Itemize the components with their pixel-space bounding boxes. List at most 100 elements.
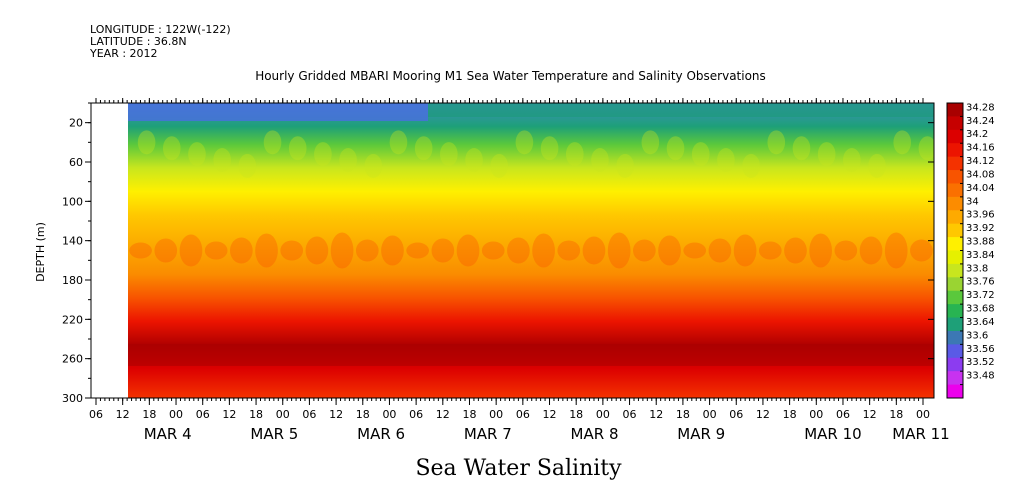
mid-depth-patch — [431, 238, 455, 263]
x-tick-label: 12 — [116, 408, 130, 421]
upwelling-patch — [691, 142, 710, 167]
latitude-label: LATITUDE : 36.8N — [90, 35, 187, 48]
colorbar-swatch — [947, 277, 963, 292]
colorbar-label: 33.68 — [966, 304, 995, 315]
mid-depth-patch — [809, 233, 832, 268]
heatmap-area — [128, 103, 934, 398]
colorbar-swatch — [947, 250, 963, 265]
mid-depth-patch — [658, 235, 681, 266]
upwelling-patch — [515, 130, 534, 155]
mid-depth-patch — [330, 232, 354, 269]
surface-band-later — [428, 103, 934, 117]
upwelling-patch — [137, 130, 156, 155]
x-tick-label: 06 — [89, 408, 103, 421]
x-tick-label: 06 — [302, 408, 316, 421]
upwelling-patch — [868, 153, 886, 178]
mid-depth-patch — [859, 236, 883, 265]
colorbar-label: 34.04 — [966, 183, 995, 194]
x-day-label: MAR 7 — [464, 425, 512, 443]
mid-depth-patch — [280, 240, 304, 261]
colorbar-label: 33.64 — [966, 317, 995, 328]
x-tick-label: 06 — [836, 408, 850, 421]
colorbar: 34.28 34.24 34.2 34.16 34.12 34.08 34.04 34 33.9… — [946, 102, 995, 399]
x-day-label: MAR 8 — [571, 425, 619, 443]
x-tick-label: 12 — [649, 408, 663, 421]
colorbar-swatch — [947, 384, 963, 399]
upwelling-patch — [389, 130, 408, 155]
surface-fresh-band — [128, 103, 428, 121]
variable-title: Sea Water Salinity — [415, 456, 622, 481]
colorbar-label: 33.84 — [966, 250, 995, 261]
x-tick-label: 00 — [276, 408, 290, 421]
mid-depth-patch — [708, 238, 732, 263]
upwelling-patch — [213, 148, 231, 173]
mid-depth-patch — [255, 233, 278, 268]
colorbar-swatch — [947, 290, 963, 305]
colorbar-swatch — [947, 210, 963, 225]
x-tick-label: 06 — [196, 408, 210, 421]
mid-depth-patch — [179, 234, 203, 267]
y-tick-label: 100 — [62, 195, 83, 208]
upwelling-patch — [465, 148, 483, 173]
colorbar-label: 33.72 — [966, 290, 995, 301]
upwelling-patch — [918, 136, 934, 161]
mid-depth-patch — [834, 240, 858, 261]
mid-depth-patch — [582, 236, 606, 265]
x-tick-label: 18 — [462, 408, 476, 421]
mid-depth-patch — [607, 232, 631, 269]
upwelling-patch — [792, 136, 811, 161]
mid-depth-patch — [910, 239, 933, 262]
upwelling-patch — [288, 136, 307, 161]
x-day-label: MAR 10 — [804, 425, 861, 443]
x-tick-label: 12 — [863, 408, 877, 421]
y-tick-label: 20 — [69, 117, 83, 130]
colorbar-label: 33.52 — [966, 357, 995, 368]
colorbar-label: 33.56 — [966, 344, 995, 355]
upwelling-patch — [717, 148, 735, 173]
upwelling-patch — [490, 153, 509, 178]
colorbar-swatch — [947, 344, 963, 359]
y-tick-label: 300 — [62, 392, 83, 405]
axes: 20 60 100 140 180 220 260 300 06 12 18 00 06 12 18 00 06… — [62, 98, 950, 443]
colorbar-label: 33.88 — [966, 237, 995, 248]
upwelling-patch — [565, 142, 584, 167]
x-tick-label: 00 — [169, 408, 183, 421]
colorbar-label: 34.12 — [966, 156, 995, 167]
mid-depth-patch — [633, 239, 656, 262]
upwelling-patch — [162, 136, 181, 161]
x-tick-label: 12 — [329, 408, 343, 421]
mid-depth-patch — [758, 241, 782, 260]
y-tick-label: 180 — [62, 274, 83, 287]
colorbar-label: 34.24 — [966, 116, 995, 127]
deep-max-band — [128, 343, 934, 366]
mid-depth-patch — [230, 237, 253, 264]
colorbar-swatch — [947, 183, 963, 198]
y-tick-label: 220 — [62, 313, 83, 326]
mid-depth-patch — [557, 240, 581, 261]
upwelling-patch — [893, 130, 912, 155]
mid-depth-patch — [884, 232, 908, 269]
colorbar-label: 34.08 — [966, 169, 995, 180]
colorbar-swatch — [947, 263, 963, 278]
upwelling-patch — [238, 153, 257, 178]
colorbar-label: 34.16 — [966, 143, 995, 154]
upwelling-patch — [540, 136, 559, 161]
colorbar-swatch — [947, 371, 963, 386]
colorbar-swatch — [947, 156, 963, 171]
colorbar-label: 33.8 — [966, 263, 988, 274]
y-tick-label: 60 — [69, 156, 83, 169]
upwelling-patch — [616, 153, 634, 178]
x-tick-label: 18 — [783, 408, 797, 421]
y-tick-label: 140 — [62, 235, 83, 248]
upwelling-patch — [666, 136, 685, 161]
colorbar-label: 33.96 — [966, 210, 995, 221]
mid-depth-patch — [784, 237, 807, 264]
upwelling-patch — [188, 142, 206, 167]
colorbar-swatch — [947, 357, 963, 372]
mid-depth-patch — [456, 234, 480, 267]
upwelling-patch — [767, 130, 786, 155]
colorbar-swatch — [947, 103, 963, 117]
x-tick-label: 06 — [623, 408, 637, 421]
metadata-block: LONGITUDE : 122W(-122) LATITUDE : 36.8N … — [90, 24, 231, 60]
